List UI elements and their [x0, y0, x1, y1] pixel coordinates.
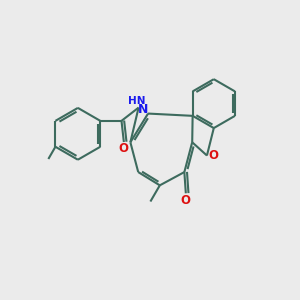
Text: O: O [181, 194, 191, 207]
Text: HN: HN [128, 96, 146, 106]
Text: O: O [119, 142, 129, 155]
Text: N: N [137, 103, 148, 116]
Text: O: O [208, 149, 218, 162]
